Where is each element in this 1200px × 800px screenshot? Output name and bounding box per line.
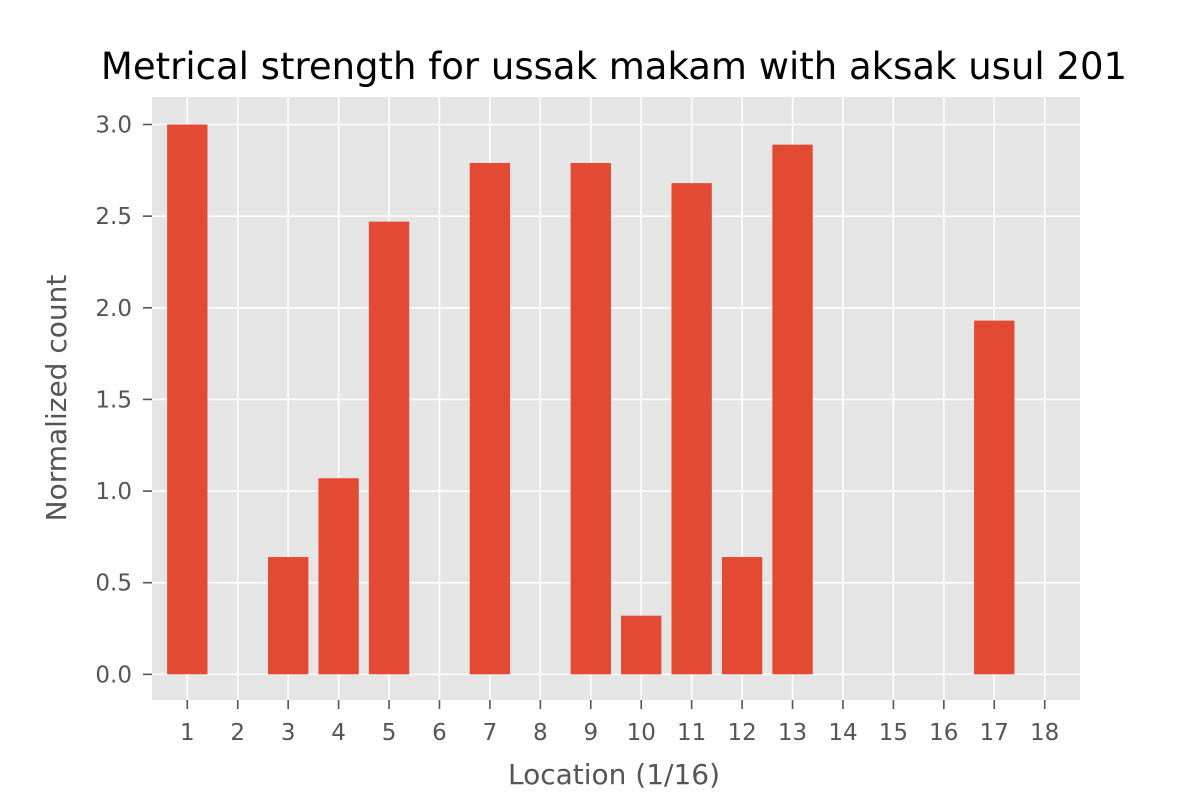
bar xyxy=(318,478,359,675)
x-axis-label: Location (1/16) xyxy=(508,758,720,791)
x-tick-label: 15 xyxy=(879,720,908,746)
x-tick-label: 8 xyxy=(533,720,548,746)
bar xyxy=(570,162,611,675)
bar xyxy=(671,183,712,675)
x-tick-label: 6 xyxy=(432,720,447,746)
x-tick-label: 18 xyxy=(1030,720,1059,746)
y-axis-label: Normalized count xyxy=(40,275,73,522)
y-tick-label: 3.0 xyxy=(95,112,132,138)
x-tick-label: 5 xyxy=(382,720,397,746)
x-tick-label: 9 xyxy=(583,720,598,746)
x-tick-label: 1 xyxy=(180,720,195,746)
x-tick-label: 14 xyxy=(828,720,857,746)
bar xyxy=(621,615,662,675)
y-tick-label: 2.5 xyxy=(95,204,132,230)
y-tick-label: 1.0 xyxy=(95,479,132,505)
x-tick-label: 12 xyxy=(727,720,756,746)
chart-title: Metrical strength for ussak makam with a… xyxy=(101,45,1127,88)
bar xyxy=(469,162,511,675)
y-tick-label: 0.0 xyxy=(95,662,132,688)
bar xyxy=(772,144,813,675)
bar xyxy=(368,221,410,675)
x-tick-label: 11 xyxy=(677,720,706,746)
x-tick-label: 3 xyxy=(281,720,296,746)
bars xyxy=(167,124,1015,675)
bar xyxy=(268,557,309,675)
x-tick-label: 16 xyxy=(929,720,958,746)
x-tick-label: 4 xyxy=(331,720,346,746)
x-tick-label: 7 xyxy=(483,720,498,746)
ticks: 1 2 3 4 5 6 7 8 9 10 11 12 13 14 15 16 17 180.00.51.01.52… xyxy=(95,112,1059,746)
x-tick-label: 10 xyxy=(627,720,656,746)
x-tick-label: 2 xyxy=(230,720,245,746)
bar xyxy=(721,557,763,675)
y-tick-label: 2.0 xyxy=(95,296,132,322)
x-tick-label: 17 xyxy=(980,720,1009,746)
y-tick-label: 1.5 xyxy=(95,387,132,413)
bar xyxy=(167,124,208,675)
y-tick-label: 0.5 xyxy=(95,571,132,597)
x-tick-label: 13 xyxy=(778,720,807,746)
bar xyxy=(974,320,1015,675)
